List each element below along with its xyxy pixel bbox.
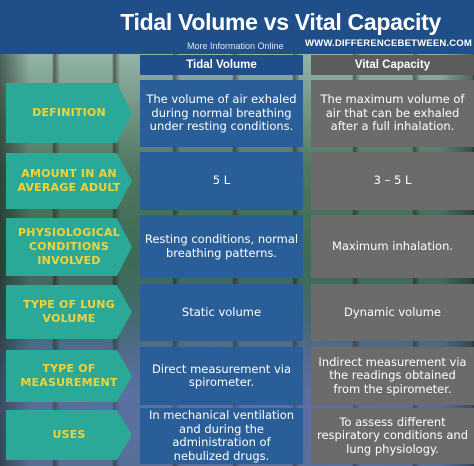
row-label-measurement-type: TYPE OF MEASUREMENT xyxy=(6,350,132,402)
row-label-text: PHYSIOLOGICAL CONDITIONS INVOLVED xyxy=(18,226,120,267)
cell-vital-amount: 3 – 5 L xyxy=(311,152,474,210)
column-header-tidal-volume: Tidal Volume xyxy=(140,55,303,75)
row-label-lung-volume-type: TYPE OF LUNG VOLUME xyxy=(6,285,132,339)
column-header-vital-capacity: Vital Capacity xyxy=(311,55,474,75)
page-title: Tidal Volume vs Vital Capacity xyxy=(120,9,441,35)
row-label-text: TYPE OF MEASUREMENT xyxy=(20,362,118,389)
cell-vital-conditions: Maximum inhalation. xyxy=(311,215,474,278)
more-info-link[interactable]: More Information Online xyxy=(187,41,284,51)
cell-tidal-uses: In mechanical ventilation and during the… xyxy=(140,408,303,464)
cell-tidal-lung-volume: Static volume xyxy=(140,284,303,341)
cell-vital-lung-volume: Dynamic volume xyxy=(311,284,474,341)
row-label-text: DEFINITION xyxy=(32,106,106,119)
cell-vital-measurement: Indirect measurement via the readings ob… xyxy=(311,347,474,405)
page-header: Tidal Volume vs Vital Capacity More Info… xyxy=(0,0,474,54)
row-label-text: TYPE OF LUNG VOLUME xyxy=(23,298,115,325)
cell-tidal-definition: The volume of air exhaled during normal … xyxy=(140,80,303,147)
cell-vital-uses: To assess different respiratory conditio… xyxy=(311,408,474,464)
row-label-text: USES xyxy=(52,428,86,441)
cell-tidal-measurement: Direct measurement via spirometer. xyxy=(140,347,303,405)
row-label-uses: USES xyxy=(6,410,132,460)
cell-vital-definition: The maximum volume of air that can be ex… xyxy=(311,80,474,147)
row-label-amount: AMOUNT IN AN AVERAGE ADULT xyxy=(6,153,132,209)
cell-tidal-amount: 5 L xyxy=(140,152,303,210)
row-label-definition: DEFINITION xyxy=(6,83,132,143)
row-label-text: AMOUNT IN AN AVERAGE ADULT xyxy=(17,167,121,194)
website-link[interactable]: WWW.DIFFERENCEBETWEEN.COM xyxy=(305,38,473,49)
cell-tidal-conditions: Resting conditions, normal breathing pat… xyxy=(140,215,303,278)
row-label-physiological-conditions: PHYSIOLOGICAL CONDITIONS INVOLVED xyxy=(6,218,132,276)
